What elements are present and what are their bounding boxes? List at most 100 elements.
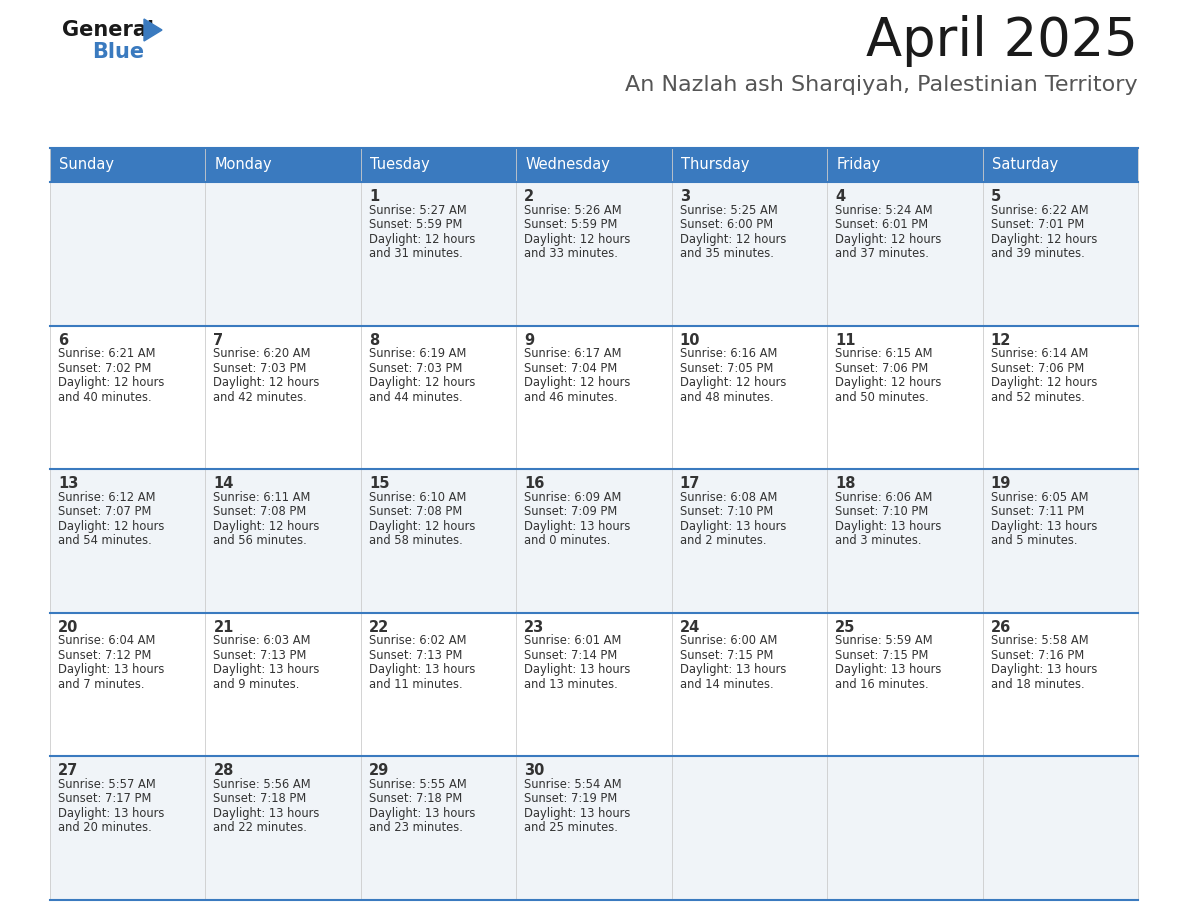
Text: and 25 minutes.: and 25 minutes. — [524, 822, 618, 834]
Bar — [50, 148, 206, 182]
Text: Monday: Monday — [214, 158, 272, 173]
Text: Daylight: 13 hours: Daylight: 13 hours — [368, 807, 475, 820]
Text: Sunrise: 6:20 AM: Sunrise: 6:20 AM — [214, 347, 311, 360]
Text: and 23 minutes.: and 23 minutes. — [368, 822, 463, 834]
Text: Sunrise: 6:06 AM: Sunrise: 6:06 AM — [835, 491, 933, 504]
Text: Sunset: 7:07 PM: Sunset: 7:07 PM — [58, 505, 151, 518]
Text: Sunset: 7:09 PM: Sunset: 7:09 PM — [524, 505, 618, 518]
Text: Daylight: 13 hours: Daylight: 13 hours — [214, 664, 320, 677]
Text: Sunday: Sunday — [59, 158, 114, 173]
Bar — [50, 469, 1138, 613]
Text: General: General — [62, 20, 154, 40]
Text: 26: 26 — [991, 620, 1011, 635]
Text: Sunset: 7:16 PM: Sunset: 7:16 PM — [991, 649, 1083, 662]
Text: Sunrise: 6:10 AM: Sunrise: 6:10 AM — [368, 491, 466, 504]
Text: Daylight: 13 hours: Daylight: 13 hours — [58, 807, 164, 820]
Text: 15: 15 — [368, 476, 390, 491]
Text: Sunrise: 6:21 AM: Sunrise: 6:21 AM — [58, 347, 156, 360]
Text: 2: 2 — [524, 189, 535, 204]
Text: and 39 minutes.: and 39 minutes. — [991, 247, 1085, 260]
Text: and 20 minutes.: and 20 minutes. — [58, 822, 152, 834]
Text: 16: 16 — [524, 476, 544, 491]
Text: Sunset: 7:18 PM: Sunset: 7:18 PM — [368, 792, 462, 805]
Text: 21: 21 — [214, 620, 234, 635]
Text: Blue: Blue — [91, 42, 144, 62]
Text: Sunrise: 6:11 AM: Sunrise: 6:11 AM — [214, 491, 311, 504]
Text: 1: 1 — [368, 189, 379, 204]
Text: 27: 27 — [58, 764, 78, 778]
Text: Friday: Friday — [836, 158, 880, 173]
Text: Daylight: 12 hours: Daylight: 12 hours — [368, 520, 475, 532]
Text: and 46 minutes.: and 46 minutes. — [524, 390, 618, 404]
Text: 10: 10 — [680, 332, 700, 348]
Bar — [206, 148, 361, 182]
Text: Sunrise: 6:03 AM: Sunrise: 6:03 AM — [214, 634, 311, 647]
Text: and 9 minutes.: and 9 minutes. — [214, 677, 299, 691]
Text: Sunset: 7:19 PM: Sunset: 7:19 PM — [524, 792, 618, 805]
Text: 12: 12 — [991, 332, 1011, 348]
Text: 9: 9 — [524, 332, 535, 348]
Text: 20: 20 — [58, 620, 78, 635]
Text: 23: 23 — [524, 620, 544, 635]
Text: and 31 minutes.: and 31 minutes. — [368, 247, 462, 260]
Text: and 52 minutes.: and 52 minutes. — [991, 390, 1085, 404]
Text: and 50 minutes.: and 50 minutes. — [835, 390, 929, 404]
Text: Sunset: 7:06 PM: Sunset: 7:06 PM — [835, 362, 928, 375]
Text: 22: 22 — [368, 620, 390, 635]
Text: Daylight: 13 hours: Daylight: 13 hours — [680, 664, 786, 677]
Text: Sunrise: 6:05 AM: Sunrise: 6:05 AM — [991, 491, 1088, 504]
Text: Sunset: 7:10 PM: Sunset: 7:10 PM — [680, 505, 773, 518]
Text: Sunset: 7:13 PM: Sunset: 7:13 PM — [368, 649, 462, 662]
Text: Daylight: 13 hours: Daylight: 13 hours — [214, 807, 320, 820]
Bar — [671, 148, 827, 182]
Text: Sunset: 7:04 PM: Sunset: 7:04 PM — [524, 362, 618, 375]
Text: 17: 17 — [680, 476, 700, 491]
Text: Sunset: 7:13 PM: Sunset: 7:13 PM — [214, 649, 307, 662]
Text: 7: 7 — [214, 332, 223, 348]
Text: and 35 minutes.: and 35 minutes. — [680, 247, 773, 260]
Text: Daylight: 12 hours: Daylight: 12 hours — [58, 376, 164, 389]
Text: Daylight: 12 hours: Daylight: 12 hours — [368, 376, 475, 389]
Text: Sunset: 7:12 PM: Sunset: 7:12 PM — [58, 649, 151, 662]
Text: Sunrise: 6:12 AM: Sunrise: 6:12 AM — [58, 491, 156, 504]
Text: Sunset: 7:17 PM: Sunset: 7:17 PM — [58, 792, 151, 805]
Text: Daylight: 13 hours: Daylight: 13 hours — [991, 664, 1097, 677]
Text: and 44 minutes.: and 44 minutes. — [368, 390, 462, 404]
Text: and 22 minutes.: and 22 minutes. — [214, 822, 308, 834]
Bar — [517, 148, 671, 182]
Text: 3: 3 — [680, 189, 690, 204]
Text: Sunrise: 6:01 AM: Sunrise: 6:01 AM — [524, 634, 621, 647]
Text: 6: 6 — [58, 332, 68, 348]
Text: Sunrise: 6:02 AM: Sunrise: 6:02 AM — [368, 634, 467, 647]
Text: Daylight: 12 hours: Daylight: 12 hours — [214, 376, 320, 389]
Text: Sunrise: 6:15 AM: Sunrise: 6:15 AM — [835, 347, 933, 360]
Text: Sunset: 7:03 PM: Sunset: 7:03 PM — [368, 362, 462, 375]
Text: 30: 30 — [524, 764, 544, 778]
Text: Sunset: 7:10 PM: Sunset: 7:10 PM — [835, 505, 928, 518]
Text: Sunset: 7:05 PM: Sunset: 7:05 PM — [680, 362, 773, 375]
Text: Daylight: 12 hours: Daylight: 12 hours — [524, 232, 631, 245]
Text: and 40 minutes.: and 40 minutes. — [58, 390, 152, 404]
Text: Sunset: 7:02 PM: Sunset: 7:02 PM — [58, 362, 151, 375]
Text: Sunset: 7:08 PM: Sunset: 7:08 PM — [214, 505, 307, 518]
Text: Sunset: 7:08 PM: Sunset: 7:08 PM — [368, 505, 462, 518]
Text: Sunrise: 6:09 AM: Sunrise: 6:09 AM — [524, 491, 621, 504]
Text: and 48 minutes.: and 48 minutes. — [680, 390, 773, 404]
Text: Sunset: 7:11 PM: Sunset: 7:11 PM — [991, 505, 1083, 518]
Text: 13: 13 — [58, 476, 78, 491]
Text: Saturday: Saturday — [992, 158, 1057, 173]
Text: and 3 minutes.: and 3 minutes. — [835, 534, 922, 547]
Text: Sunrise: 5:25 AM: Sunrise: 5:25 AM — [680, 204, 777, 217]
Text: and 54 minutes.: and 54 minutes. — [58, 534, 152, 547]
Text: Sunrise: 6:04 AM: Sunrise: 6:04 AM — [58, 634, 156, 647]
Text: Sunrise: 5:27 AM: Sunrise: 5:27 AM — [368, 204, 467, 217]
Text: Daylight: 12 hours: Daylight: 12 hours — [214, 520, 320, 532]
Text: An Nazlah ash Sharqiyah, Palestinian Territory: An Nazlah ash Sharqiyah, Palestinian Ter… — [625, 75, 1138, 95]
Text: Sunrise: 5:55 AM: Sunrise: 5:55 AM — [368, 778, 467, 791]
Text: Daylight: 12 hours: Daylight: 12 hours — [991, 232, 1097, 245]
Text: and 0 minutes.: and 0 minutes. — [524, 534, 611, 547]
Text: and 33 minutes.: and 33 minutes. — [524, 247, 618, 260]
Text: and 42 minutes.: and 42 minutes. — [214, 390, 308, 404]
Text: Tuesday: Tuesday — [369, 158, 430, 173]
Text: Sunset: 7:18 PM: Sunset: 7:18 PM — [214, 792, 307, 805]
